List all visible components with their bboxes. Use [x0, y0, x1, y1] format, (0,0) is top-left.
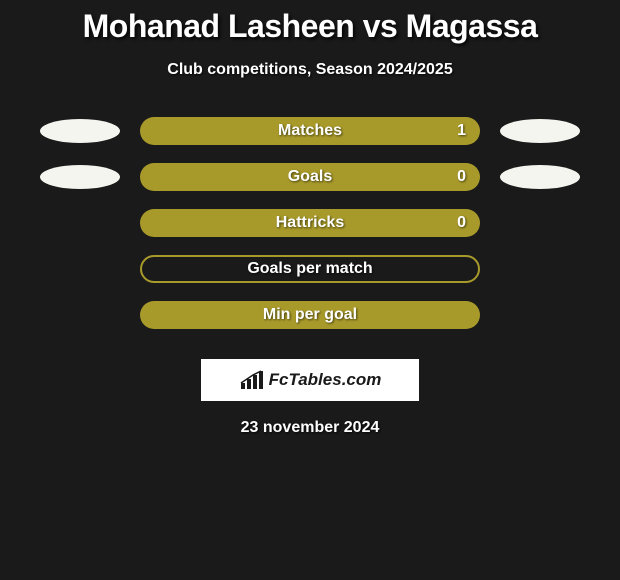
right-marker-icon — [500, 165, 580, 189]
stat-value: 0 — [457, 168, 466, 186]
stat-label: Min per goal — [263, 306, 357, 324]
stat-label: Goals — [288, 168, 332, 186]
stat-value: 0 — [457, 214, 466, 232]
stat-row-hattricks: Hattricks 0 — [0, 209, 620, 237]
date-text: 23 november 2024 — [241, 419, 380, 437]
logo-content: FcTables.com — [239, 369, 382, 391]
stat-bar-goals-per-match: Goals per match — [140, 255, 480, 283]
logo-text: FcTables.com — [269, 370, 382, 390]
right-marker-icon — [500, 119, 580, 143]
stat-label: Matches — [278, 122, 342, 140]
stat-bar-min-per-goal: Min per goal — [140, 301, 480, 329]
stat-bar-goals: Goals 0 — [140, 163, 480, 191]
stat-value: 1 — [457, 122, 466, 140]
stat-label: Goals per match — [247, 260, 372, 278]
subtitle: Club competitions, Season 2024/2025 — [167, 61, 452, 79]
stat-row-matches: Matches 1 — [0, 117, 620, 145]
page-title: Mohanad Lasheen vs Magassa — [83, 8, 538, 45]
stat-bar-matches: Matches 1 — [140, 117, 480, 145]
left-marker-icon — [40, 119, 120, 143]
stat-label: Hattricks — [276, 214, 344, 232]
left-marker-icon — [40, 165, 120, 189]
stat-row-min-per-goal: Min per goal — [0, 301, 620, 329]
stat-bar-hattricks: Hattricks 0 — [140, 209, 480, 237]
stat-row-goals: Goals 0 — [0, 163, 620, 191]
comparison-infographic: Mohanad Lasheen vs Magassa Club competit… — [0, 0, 620, 437]
stat-row-goals-per-match: Goals per match — [0, 255, 620, 283]
chart-icon — [239, 369, 265, 391]
logo-box: FcTables.com — [201, 359, 419, 401]
